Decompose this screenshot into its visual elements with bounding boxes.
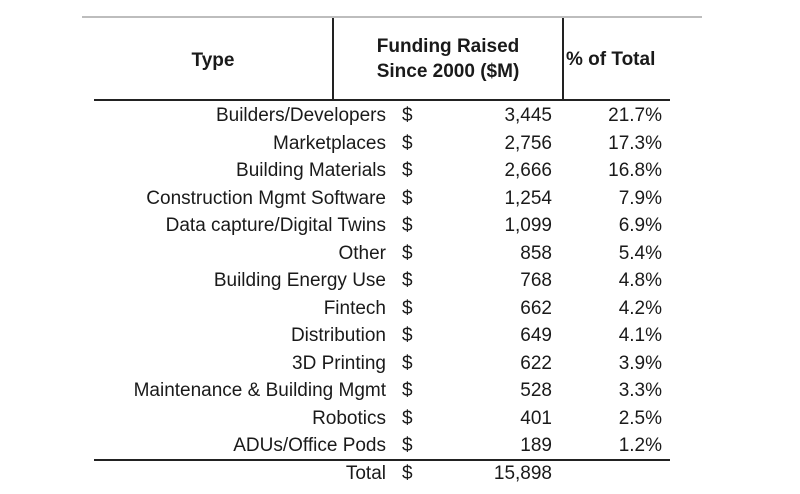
cell-type: Builders/Developers <box>215 105 386 126</box>
total-amount: 15,898 <box>493 463 552 484</box>
table-row: Fintech $662 4.2% <box>0 295 800 322</box>
cell-amount: 3,445 <box>504 105 552 126</box>
cell-amount: 1,254 <box>504 187 552 209</box>
header-funding-line1: Funding Raised <box>376 36 520 57</box>
table-row: Building Materials $2,666 16.8% <box>0 157 800 184</box>
cell-amount: 858 <box>520 242 552 264</box>
cell-amount: 1,099 <box>504 215 552 236</box>
cell-currency: $ <box>402 380 413 401</box>
table-row: ADUs/Office Pods $189 1.2% <box>0 432 800 459</box>
cell-amount: 2,666 <box>504 160 552 181</box>
cell-pct: 7.9% <box>618 187 662 209</box>
cell-amount: 768 <box>520 270 552 291</box>
total-label: Total <box>345 463 386 484</box>
cell-currency: $ <box>402 160 413 181</box>
total-border <box>94 459 670 461</box>
cell-currency: $ <box>402 352 413 374</box>
table-row: Distribution $649 4.1% <box>0 322 800 349</box>
cell-currency: $ <box>402 105 413 126</box>
cell-amount: 401 <box>520 407 552 429</box>
cell-pct: 5.4% <box>618 242 662 264</box>
cell-type: 3D Printing <box>292 352 386 374</box>
header-divider <box>562 18 564 101</box>
table-row: Data capture/Digital Twins $1,099 6.9% <box>0 212 800 239</box>
cell-currency: $ <box>402 187 413 209</box>
total-row: Total $ 15,898 <box>0 460 800 487</box>
cell-type: Data capture/Digital Twins <box>165 215 386 236</box>
cell-pct: 2.5% <box>618 407 662 429</box>
table-row: Marketplaces $2,756 17.3% <box>0 130 800 157</box>
cell-amount: 622 <box>520 352 552 374</box>
header-divider <box>332 18 334 101</box>
table-row: Building Energy Use $768 4.8% <box>0 267 800 294</box>
cell-amount: 2,756 <box>504 132 552 154</box>
cell-amount: 662 <box>520 297 552 319</box>
cell-currency: $ <box>402 435 413 456</box>
cell-currency: $ <box>402 215 413 236</box>
cell-pct: 17.3% <box>608 132 662 154</box>
cell-pct: 16.8% <box>608 160 662 181</box>
cell-pct: 21.7% <box>608 105 662 126</box>
cell-type: ADUs/Office Pods <box>233 435 386 456</box>
table-row: Other $858 5.4% <box>0 240 800 267</box>
header-bottom-border <box>94 99 670 101</box>
table-row: 3D Printing $622 3.9% <box>0 350 800 377</box>
cell-amount: 189 <box>520 435 552 456</box>
cell-type: Building Energy Use <box>213 270 386 291</box>
cell-type: Robotics <box>312 407 386 429</box>
table-row: Builders/Developers $3,445 21.7% <box>0 102 800 129</box>
header-funding: Funding Raised Since 2000 ($M) <box>334 34 562 84</box>
cell-amount: 528 <box>520 380 552 401</box>
cell-pct: 4.8% <box>618 270 662 291</box>
cell-type: Marketplaces <box>273 132 386 154</box>
total-currency: $ <box>402 463 413 484</box>
cell-currency: $ <box>402 325 413 346</box>
header-type: Type <box>191 50 235 71</box>
header-funding-line2: Since 2000 ($M) <box>376 61 520 82</box>
cell-pct: 4.2% <box>618 297 662 319</box>
cell-type: Construction Mgmt Software <box>146 187 386 209</box>
table-row: Robotics $401 2.5% <box>0 405 800 432</box>
header-pct: % of Total <box>566 49 656 70</box>
table-row: Construction Mgmt Software $1,254 7.9% <box>0 185 800 212</box>
cell-type: Other <box>338 242 386 264</box>
cell-currency: $ <box>402 270 413 291</box>
cell-currency: $ <box>402 407 413 429</box>
cell-pct: 4.1% <box>618 325 662 346</box>
cell-pct: 1.2% <box>618 435 662 456</box>
cell-type: Distribution <box>290 325 386 346</box>
top-border <box>82 16 702 18</box>
cell-amount: 649 <box>520 325 552 346</box>
cell-type: Building Materials <box>236 160 386 181</box>
table-row: Maintenance & Building Mgmt $528 3.3% <box>0 377 800 404</box>
cell-pct: 3.3% <box>618 380 662 401</box>
cell-type: Maintenance & Building Mgmt <box>133 380 386 401</box>
cell-pct: 6.9% <box>618 215 662 236</box>
cell-type: Fintech <box>323 297 386 319</box>
cell-pct: 3.9% <box>618 352 662 374</box>
cell-currency: $ <box>402 132 413 154</box>
cell-currency: $ <box>402 297 413 319</box>
cell-currency: $ <box>402 242 413 264</box>
